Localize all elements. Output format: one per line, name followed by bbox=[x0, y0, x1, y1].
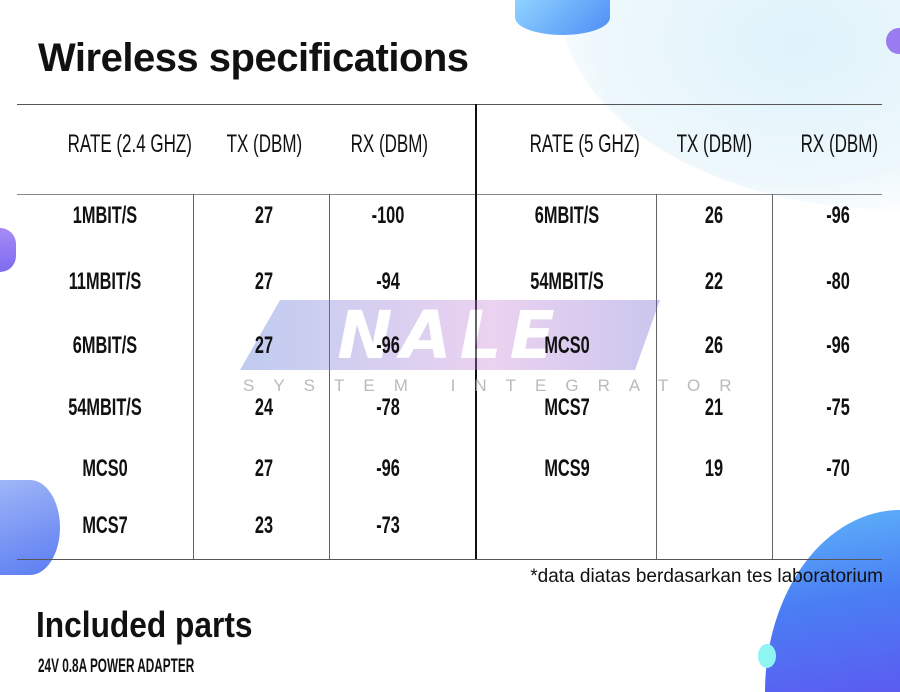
table-cell: MCS7 bbox=[544, 394, 590, 421]
table-cell: -70 bbox=[826, 455, 850, 482]
table-cell: 22 bbox=[704, 268, 724, 295]
watermark-subtitle: SYSTEM INTEGRATOR bbox=[243, 376, 751, 395]
table-cell: -75 bbox=[826, 394, 850, 421]
column-divider bbox=[656, 194, 657, 559]
included-parts-heading: Included parts bbox=[36, 604, 253, 645]
table-cell: -78 bbox=[376, 394, 400, 421]
column-header: RX (DBM) bbox=[800, 130, 879, 158]
table-cell: -96 bbox=[826, 202, 850, 229]
column-divider bbox=[772, 194, 773, 559]
table-cell: -96 bbox=[376, 332, 400, 359]
decorative-blob bbox=[515, 0, 610, 35]
footnote: *data diatas berdasarkan tes laboratoriu… bbox=[530, 566, 883, 587]
column-header: RX (DBM) bbox=[350, 130, 429, 158]
column-header: TX (DBM) bbox=[676, 130, 753, 158]
header-divider bbox=[17, 194, 882, 195]
column-divider bbox=[193, 194, 194, 559]
decorative-blob bbox=[886, 28, 900, 54]
table-cell: -100 bbox=[371, 202, 405, 229]
decorative-blob bbox=[0, 480, 60, 575]
included-part-item: 24V 0.8A POWER ADAPTER bbox=[38, 656, 195, 677]
table-cell: 11MBIT/S bbox=[68, 268, 142, 295]
table-cell: 23 bbox=[254, 512, 274, 539]
table-cell: -96 bbox=[826, 332, 850, 359]
column-header: RATE (2.4 GHZ) bbox=[67, 130, 192, 158]
table-cell: 54MBIT/S bbox=[68, 394, 142, 421]
table-top-border bbox=[17, 104, 882, 105]
background-gradient bbox=[560, 0, 900, 210]
decorative-blob bbox=[765, 510, 900, 692]
table-cell: 1MBIT/S bbox=[72, 202, 138, 229]
table-cell: -80 bbox=[826, 268, 850, 295]
table-cell: MCS0 bbox=[544, 332, 590, 359]
table-cell: -94 bbox=[376, 268, 400, 295]
table-cell: 26 bbox=[704, 332, 724, 359]
decorative-blob bbox=[758, 644, 776, 668]
watermark-logo-text: NALE bbox=[337, 300, 562, 370]
table-cell: 54MBIT/S bbox=[530, 268, 604, 295]
table-cell: 24 bbox=[254, 394, 274, 421]
table-cell: MCS9 bbox=[544, 455, 590, 482]
column-header: RATE (5 GHZ) bbox=[529, 130, 640, 158]
table-cell: MCS7 bbox=[82, 512, 128, 539]
table-cell: 27 bbox=[254, 455, 274, 482]
table-cell: 27 bbox=[254, 202, 274, 229]
column-divider bbox=[329, 194, 330, 559]
table-cell: -96 bbox=[376, 455, 400, 482]
table-cell: 6MBIT/S bbox=[72, 332, 138, 359]
column-header: TX (DBM) bbox=[226, 130, 303, 158]
nale-watermark-logo: NALE bbox=[240, 300, 660, 370]
table-cell: 19 bbox=[704, 455, 724, 482]
decorative-blob bbox=[0, 228, 16, 272]
table-cell: 27 bbox=[254, 332, 274, 359]
table-cell: 6MBIT/S bbox=[534, 202, 600, 229]
table-cell: 27 bbox=[254, 268, 274, 295]
table-cell: 21 bbox=[704, 394, 724, 421]
table-cell: 26 bbox=[704, 202, 724, 229]
table-cell: -73 bbox=[376, 512, 400, 539]
table-bottom-border bbox=[17, 559, 882, 560]
page-title: Wireless specifications bbox=[38, 36, 469, 80]
table-cell: MCS0 bbox=[82, 455, 128, 482]
